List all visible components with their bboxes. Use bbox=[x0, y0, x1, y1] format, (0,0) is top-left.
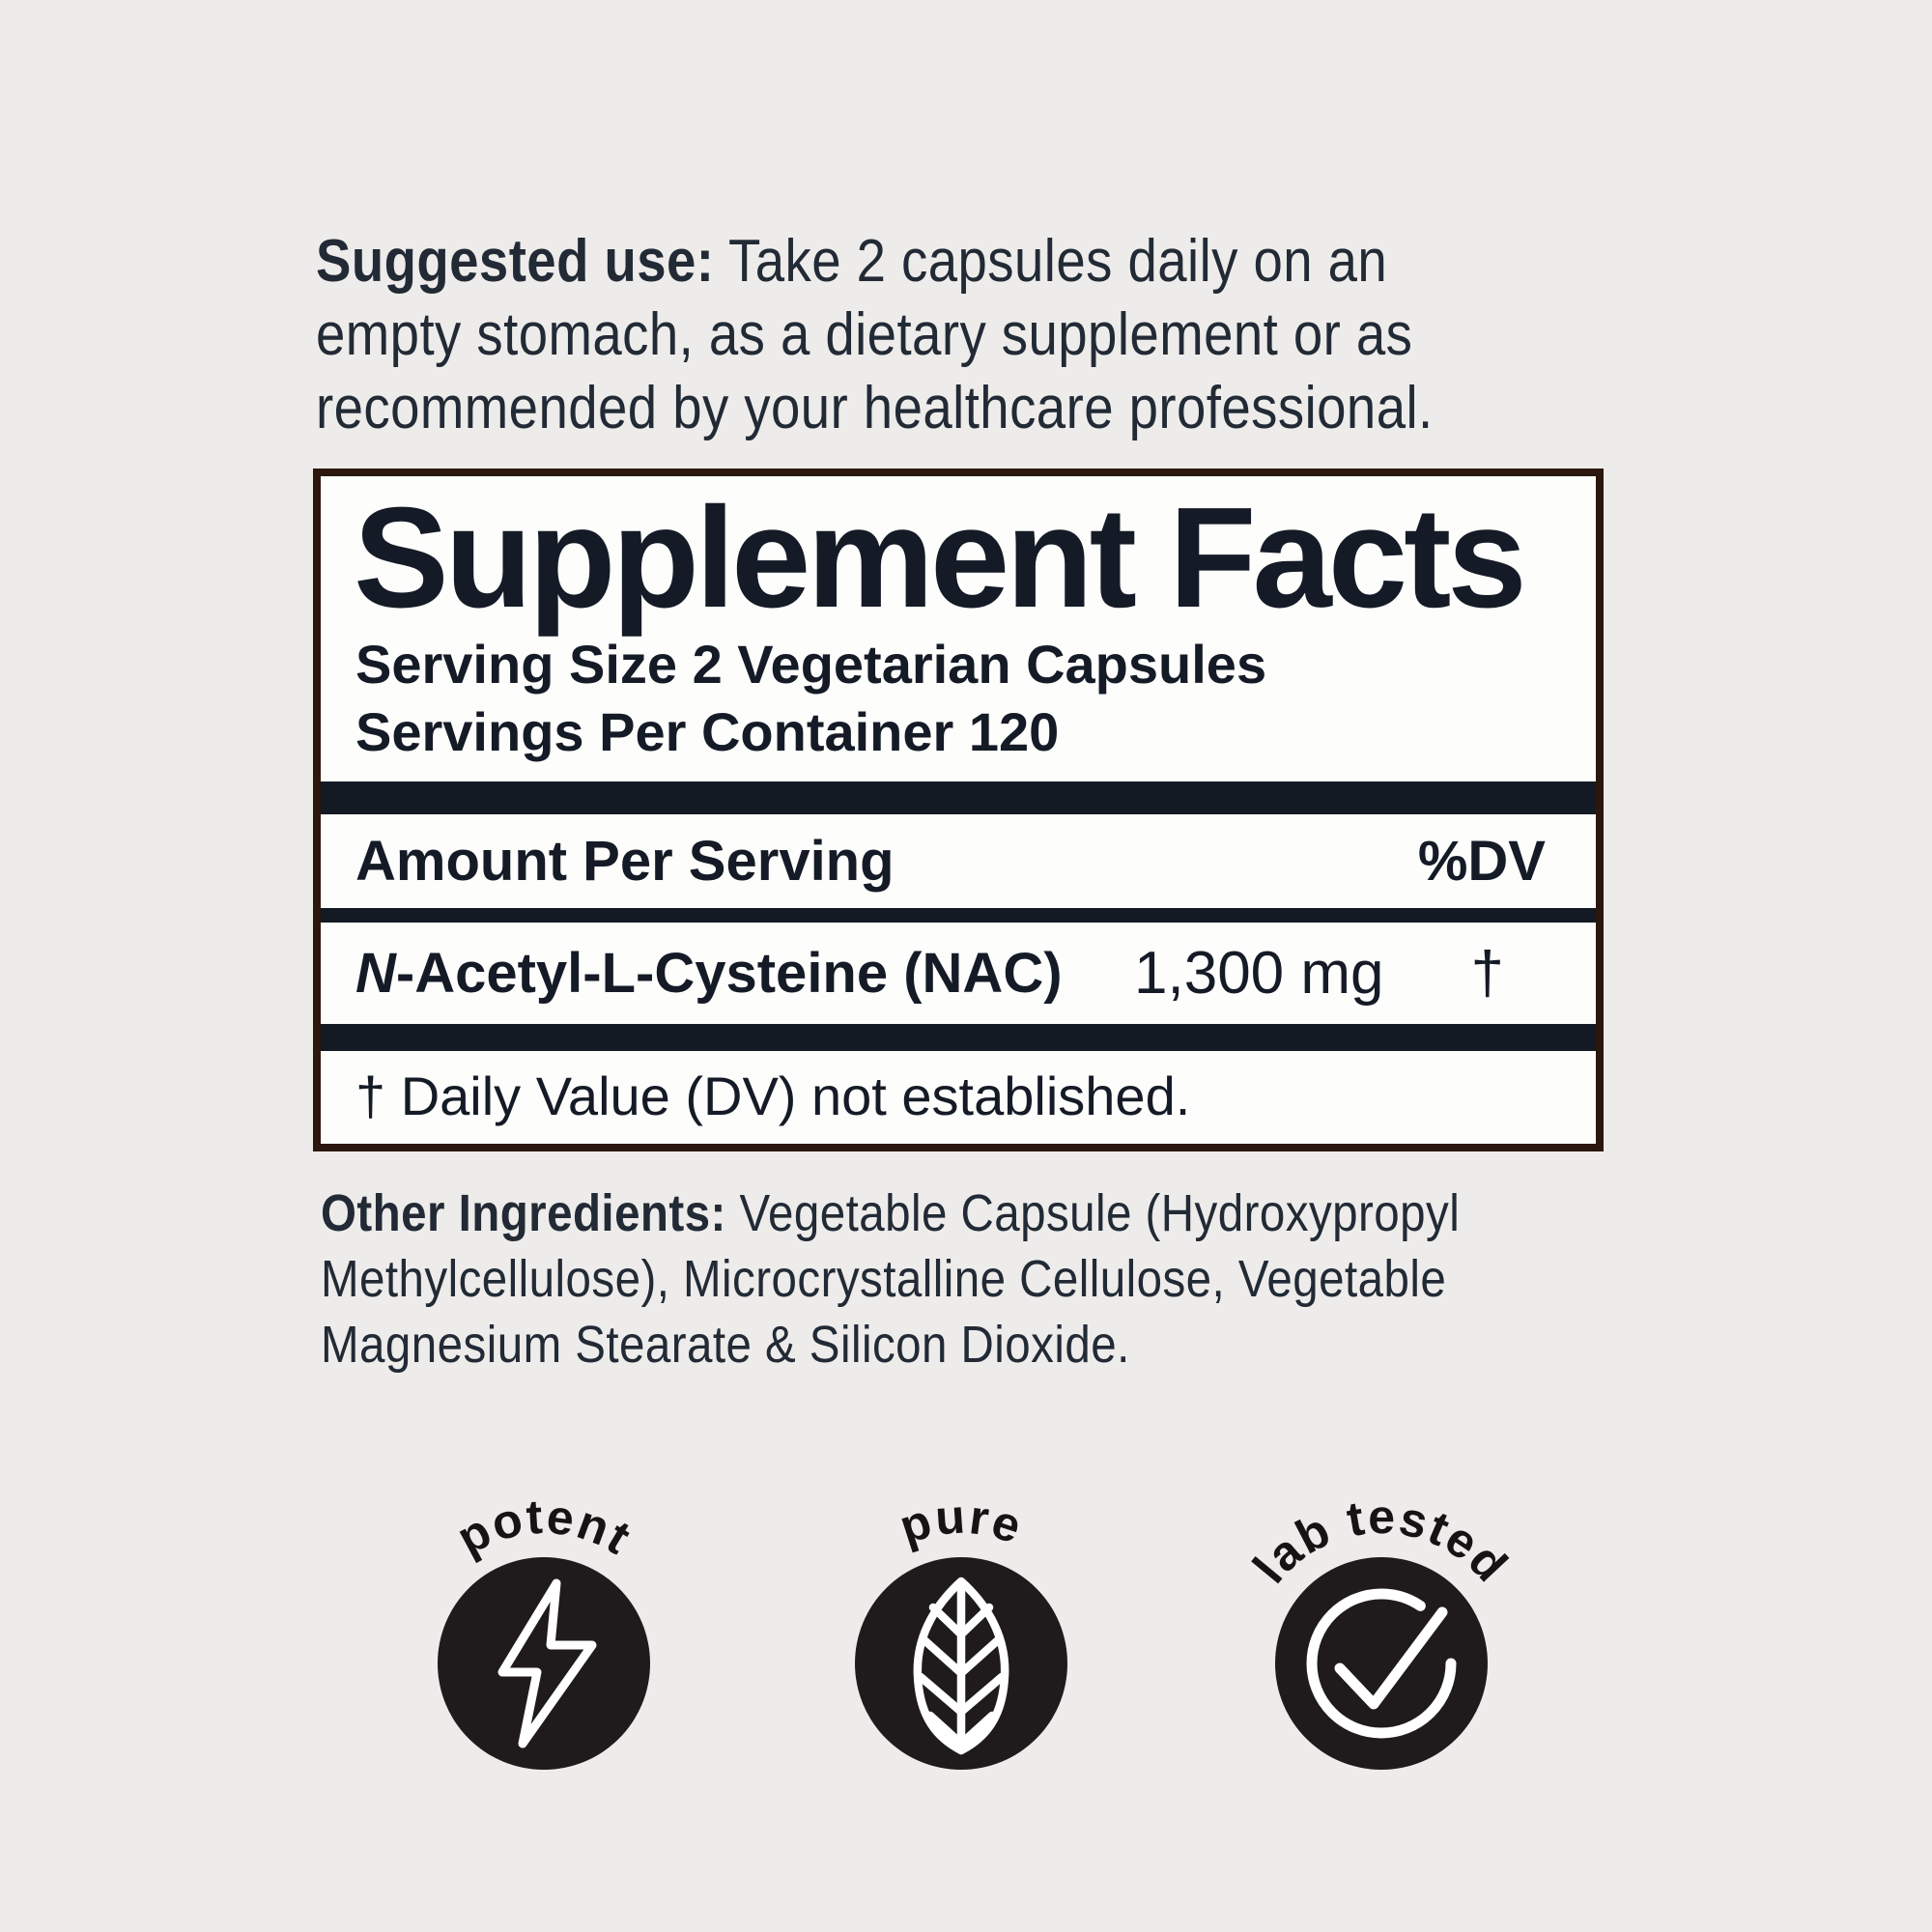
badge-lab-tested-graphic: lab tested bbox=[1242, 1490, 1518, 1770]
other-ingredients-paragraph: Other Ingredients: Vegetable Capsule (Hy… bbox=[321, 1180, 1460, 1378]
amount-per-serving-header: Amount Per Serving bbox=[355, 830, 895, 893]
badge-potent-graphic: potent bbox=[438, 1490, 650, 1770]
ingredient-name-rest: -Acetyl-L-Cysteine (NAC) bbox=[395, 942, 1063, 1005]
supplement-facts-title: Supplement Facts bbox=[354, 478, 1527, 638]
daily-value-footnote: † Daily Value (DV) not established. bbox=[355, 1065, 1191, 1126]
ingredient-name: N-Acetyl-L-Cysteine (NAC) bbox=[355, 941, 1063, 1006]
other-ingredients-line: Magnesium Stearate & Silicon Dioxide. bbox=[321, 1316, 1130, 1374]
badge-pure: pure bbox=[802, 1436, 1121, 1804]
other-ingredients-text: Vegetable Capsule (Hydroxypropyl bbox=[739, 1184, 1461, 1242]
other-ingredients-line: Methylcellulose), Microcrystalline Cellu… bbox=[321, 1250, 1447, 1308]
ingredient-dv-dagger: † bbox=[1470, 940, 1504, 1007]
amount-header-row: Amount Per Serving %DV bbox=[321, 814, 1596, 908]
badge-pure-graphic: pure bbox=[855, 1489, 1067, 1770]
other-ingredients-lead: Other Ingredients: bbox=[321, 1184, 726, 1242]
ingredient-name-italic-prefix: N bbox=[355, 942, 396, 1005]
percent-dv-header: %DV bbox=[1417, 830, 1546, 893]
ingredient-amount: 1,300 mg bbox=[1134, 940, 1384, 1007]
servings-per-container: Servings Per Container 120 bbox=[355, 701, 1060, 762]
suggested-use-line: Suggested use: Take 2 capsules daily on … bbox=[316, 225, 1434, 298]
suggested-use-line: recommended by your healthcare professio… bbox=[316, 375, 1434, 441]
footnote-row: † Daily Value (DV) not established. bbox=[321, 1051, 1596, 1140]
serving-size: Serving Size 2 Vegetarian Capsules bbox=[355, 634, 1267, 695]
divider-bar-thick bbox=[321, 781, 1596, 814]
supplement-facts-panel: Supplement Facts Serving Size 2 Vegetari… bbox=[313, 469, 1604, 1151]
leaf-icon bbox=[913, 1577, 1009, 1755]
suggested-use-line: empty stomach, as a dietary supplement o… bbox=[316, 301, 1413, 368]
divider-bar-medium bbox=[321, 1024, 1596, 1051]
badge-circle bbox=[438, 1557, 650, 1770]
divider-bar-thin bbox=[321, 908, 1596, 923]
check-circle-icon bbox=[1306, 1588, 1457, 1739]
badge-lab-tested: lab tested bbox=[1222, 1436, 1541, 1804]
badge-circle bbox=[1275, 1557, 1488, 1770]
other-ingredients-line: Other Ingredients: Vegetable Capsule (Hy… bbox=[321, 1180, 1460, 1246]
suggested-use-lead: Suggested use: bbox=[316, 228, 715, 295]
badge-potent: potent bbox=[384, 1436, 703, 1804]
ingredient-row: N-Acetyl-L-Cysteine (NAC) 1,300 mg † bbox=[321, 923, 1596, 1024]
badge-potent-label: potent bbox=[448, 1490, 641, 1566]
suggested-use-paragraph: Suggested use: Take 2 capsules daily on … bbox=[316, 225, 1434, 445]
suggested-use-text: Take 2 capsules daily on an bbox=[728, 228, 1388, 295]
lightning-icon bbox=[497, 1578, 597, 1748]
badge-pure-label: pure bbox=[894, 1489, 1030, 1554]
